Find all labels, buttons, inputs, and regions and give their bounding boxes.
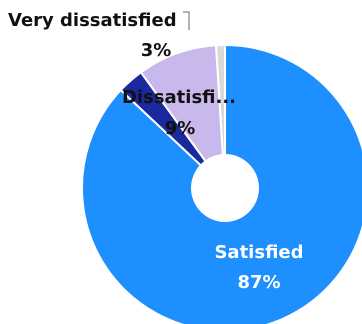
label-very-dissatisfied-name: Very dissatisfied <box>8 10 177 31</box>
label-satisfied-percent: 87% <box>237 272 280 293</box>
label-satisfied-name: Satisfied <box>214 242 303 263</box>
slice-dissatisfied <box>139 44 227 192</box>
slice-satisfied <box>81 43 362 324</box>
label-very-dissatisfied-percent: 3% <box>141 40 172 61</box>
pie-slices <box>81 43 362 324</box>
label-dissatisfied-percent: 9% <box>165 118 196 139</box>
donut-hole <box>191 154 259 222</box>
slice-remainder <box>214 43 226 189</box>
leader-line-very-dissatisfied <box>183 11 190 30</box>
label-dissatisfied-name: Dissatisfi... <box>122 87 236 108</box>
